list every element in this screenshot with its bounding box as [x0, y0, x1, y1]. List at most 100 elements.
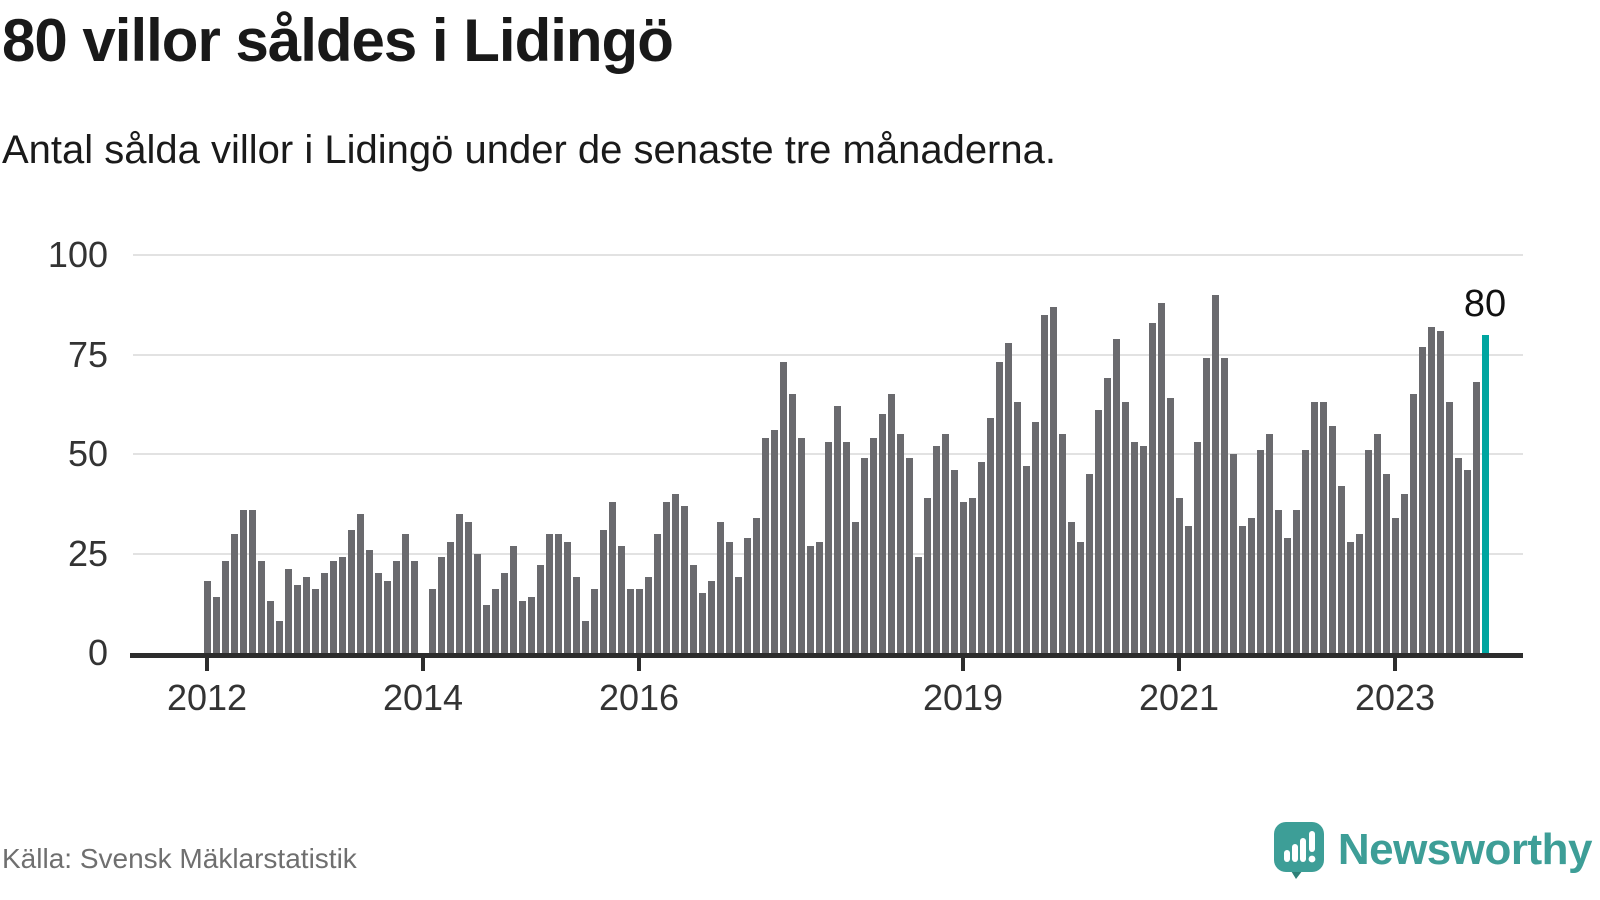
- chart-title: 80 villor såldes i Lidingö: [2, 7, 674, 74]
- bar: [1382, 473, 1390, 653]
- bar: [1211, 294, 1219, 653]
- bar: [1463, 469, 1471, 653]
- bar: [995, 362, 1003, 653]
- bar: [266, 601, 274, 653]
- y-axis-label: 0: [87, 632, 108, 673]
- bar: [1022, 465, 1030, 653]
- bar: [491, 589, 499, 653]
- bar: [932, 446, 940, 653]
- bar: [941, 434, 949, 653]
- x-axis-label: 2023: [1354, 677, 1436, 718]
- x-axis-tick: [961, 658, 965, 671]
- bar: [797, 438, 805, 653]
- bar: [1292, 509, 1300, 653]
- bar: [257, 561, 265, 653]
- bar: [545, 533, 553, 653]
- bar: [563, 541, 571, 653]
- bar: [815, 541, 823, 653]
- highlight-value-label: 80: [1463, 282, 1507, 325]
- source-note: Källa: Svensk Mäklarstatistik: [2, 843, 357, 874]
- bar: [1121, 402, 1129, 653]
- bar: [1454, 457, 1462, 653]
- bar: [1265, 434, 1273, 653]
- bar: [1427, 326, 1435, 653]
- bar: [1130, 442, 1138, 653]
- bar: [401, 533, 409, 653]
- newsworthy-logo: Newsworthy: [1272, 818, 1593, 882]
- bar: [230, 533, 238, 653]
- bar: [356, 513, 364, 653]
- bar: [617, 545, 625, 653]
- x-axis-tick: [637, 658, 641, 671]
- y-axis-label: 75: [67, 333, 108, 375]
- bar: [1400, 493, 1408, 653]
- bar: [743, 537, 751, 653]
- bar: [662, 501, 670, 653]
- bar: [572, 577, 580, 653]
- bar: [833, 406, 841, 653]
- bar: [527, 597, 535, 653]
- bar: [1202, 358, 1210, 653]
- bar: [689, 565, 697, 653]
- bar: [599, 529, 607, 653]
- bar: [905, 457, 913, 653]
- chart-subtitle: Antal sålda villor i Lidingö under de se…: [2, 128, 1056, 172]
- bar: [1229, 454, 1237, 653]
- bar: [509, 545, 517, 653]
- bar: [635, 589, 643, 653]
- bar: [779, 362, 787, 653]
- bar: [455, 513, 463, 653]
- bar: [734, 577, 742, 653]
- bar: [221, 561, 229, 653]
- bar: [869, 438, 877, 653]
- bar: [914, 557, 922, 653]
- bar: [392, 561, 400, 653]
- bar: [428, 589, 436, 653]
- bar: [284, 569, 292, 653]
- bar: [977, 461, 985, 653]
- bar: [1472, 382, 1480, 653]
- bar: [410, 561, 418, 653]
- bar: [275, 621, 283, 653]
- bar: [365, 549, 373, 653]
- bar: [851, 521, 859, 653]
- bar: [896, 434, 904, 653]
- bar: [518, 601, 526, 653]
- bar: [1013, 402, 1021, 653]
- bar: [239, 509, 247, 653]
- bar: [887, 394, 895, 653]
- bar: [1238, 525, 1246, 653]
- bar: [374, 573, 382, 653]
- bar: [1346, 541, 1354, 653]
- bar: [311, 589, 319, 653]
- bar: [302, 577, 310, 653]
- x-axis-label: 2014: [382, 677, 464, 718]
- y-axis-label: 25: [67, 532, 108, 574]
- gridline: [133, 254, 1523, 256]
- bar: [806, 545, 814, 653]
- bar: [212, 597, 220, 653]
- bar: [1247, 517, 1255, 653]
- bar: [959, 501, 967, 653]
- bar: [1436, 330, 1444, 653]
- bar: [761, 438, 769, 653]
- bar: [1328, 426, 1336, 653]
- bar: [968, 497, 976, 653]
- bar: [1373, 434, 1381, 653]
- bar: [473, 553, 481, 653]
- bar: [1355, 533, 1363, 653]
- bar: [1112, 338, 1120, 653]
- bar: [590, 589, 598, 653]
- bar: [752, 517, 760, 653]
- bar: [554, 533, 562, 653]
- bar: [482, 605, 490, 653]
- bar: [338, 557, 346, 653]
- bar: [1301, 450, 1309, 653]
- bar: [1094, 410, 1102, 653]
- x-axis-line: [130, 653, 1523, 658]
- bar: [203, 581, 211, 653]
- bar: [878, 414, 886, 653]
- bar: [824, 442, 832, 653]
- bar: [1274, 509, 1282, 653]
- bar: [1157, 302, 1165, 653]
